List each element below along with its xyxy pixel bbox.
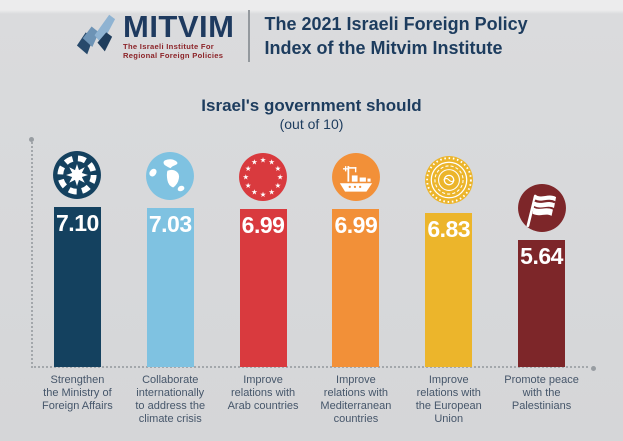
bar-column-mediterranean: 6.99 [309,140,402,367]
bar: 7.03 [146,208,194,367]
chart-subtitle: (out of 10) [279,116,344,132]
logo-text: MITVIM [123,9,235,44]
ship-icon [331,153,380,201]
bar-label: Strengthen the Ministry of Foreign Affai… [42,374,113,412]
bar-column-palestinians: 5.64 [495,140,588,367]
bar-label: Collaborate internationally to address t… [135,374,206,425]
bar-value: 5.64 [520,242,563,269]
bar-column-climate: 7.03 [124,140,217,367]
y-axis-end-dot [29,137,34,142]
x-axis-end-dot [591,366,596,371]
bar-label: Improve relations with the European Unio… [415,374,482,425]
globe-icon [146,152,195,201]
svg-text:★: ★ [268,158,275,167]
flag-icon [517,183,566,232]
svg-text:★: ★ [245,164,252,173]
header-title-line2: Index of the Mitvim Institute [264,38,503,58]
svg-text:★: ★ [275,181,282,190]
bar: 7.10 [53,206,101,367]
bar: 6.99 [332,209,380,367]
mitvim-logo-icon [76,14,116,55]
bar-columns: 7.10 7.03 [31,140,588,367]
header: MITVIM The Israeli Institute For Regiona… [74,10,528,62]
logo-wordmark: MITVIM The Israeli Institute For Regiona… [123,9,235,60]
bar-label: Promote peace with the Palestinians [504,374,579,412]
bar-value: 6.99 [241,212,285,238]
header-divider [247,10,250,62]
svg-text:★: ★ [277,173,284,182]
bar-value: 6.99 [334,212,378,238]
bar-chart: 7.10 7.03 [29,137,596,371]
svg-text:★: ★ [260,190,267,199]
bar: 5.64 [518,239,566,367]
bar-value: 7.03 [148,211,192,238]
bar-column-arab-countries: ★ ★ ★ ★ ★ ★ ★ ★ ★ ★ ★ ★ 6.99 [217,140,310,367]
bar-label: Improve relations with Mediterranean cou… [320,374,392,425]
svg-text:★: ★ [251,158,258,167]
bar-column-ministry: 7.10 [31,140,124,367]
bar-label: Improve relations with Arab countries [227,374,299,412]
header-title-line1: The 2021 Israeli Foreign Policy [264,14,528,34]
svg-text:★: ★ [243,173,250,182]
bar: 6.99 [239,209,287,367]
x-axis [31,366,588,368]
svg-text:★: ★ [245,181,252,190]
bar: 6.83 [425,212,473,367]
y-axis [31,142,33,368]
svg-text:★: ★ [275,164,282,173]
category-labels: Strengthen the Ministry of Foreign Affai… [31,374,588,426]
logo-tagline-line1: The Israeli Institute For [123,42,215,51]
svg-text:★: ★ [251,188,258,197]
bar-value: 7.10 [56,209,99,236]
ministry-emblem-icon [53,150,102,199]
svg-text:★: ★ [268,188,275,197]
header-title: The 2021 Israeli Foreign Policy Index of… [265,12,528,60]
chart-title: Israel's government should [201,96,422,115]
star-circle-icon: ★★ ★★ ★★ ★★ ★ ★ ★★ [239,153,288,201]
bar-value: 6.83 [427,215,471,242]
seal-icon [424,155,473,204]
svg-text:★: ★ [260,155,267,164]
bar-column-european-union: 6.83 [402,140,495,367]
logo-tagline-line2: Regional Foreign Policies [123,51,224,60]
